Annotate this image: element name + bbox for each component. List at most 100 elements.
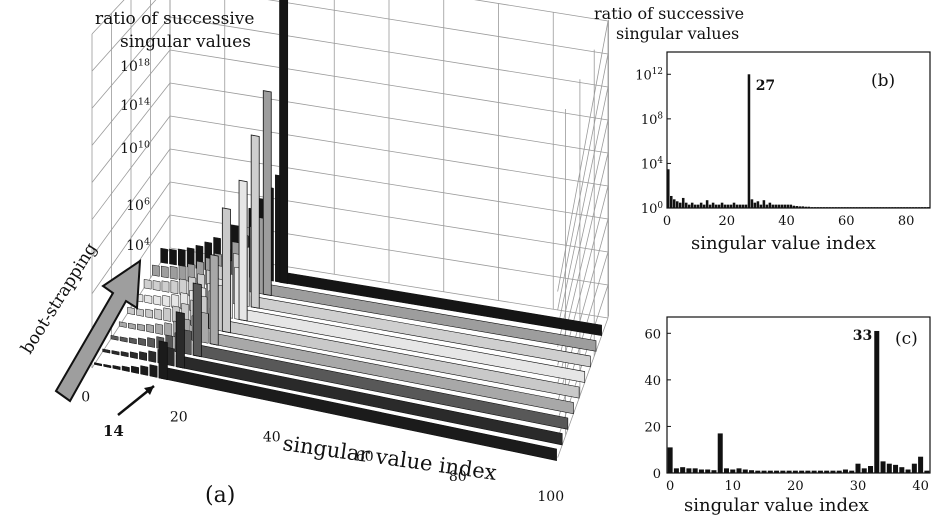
panel-c-x-ticks: 0 10 20 30 40 xyxy=(666,479,929,494)
peak-bar xyxy=(175,311,185,369)
y-tick-label: 60 xyxy=(644,327,661,342)
bar xyxy=(783,204,787,208)
bar xyxy=(200,311,209,344)
bar xyxy=(94,362,102,367)
bar xyxy=(711,470,717,473)
bar xyxy=(149,364,158,378)
series-row xyxy=(102,311,563,446)
bar xyxy=(672,199,676,208)
bar xyxy=(786,470,792,473)
bar xyxy=(874,330,880,473)
bar xyxy=(774,204,778,208)
x-tick-label: 60 xyxy=(838,214,855,229)
bar xyxy=(753,202,757,208)
marker-14: 14 xyxy=(103,385,155,440)
bar xyxy=(761,470,767,473)
bar xyxy=(675,201,679,208)
bar xyxy=(903,207,906,208)
bar xyxy=(131,365,139,374)
y-tick-label: 106 xyxy=(126,196,150,214)
panel-a-y-axis-title-line2: singular values xyxy=(120,32,251,52)
bar xyxy=(170,279,179,295)
bar xyxy=(686,468,692,473)
y-tick-label: 40 xyxy=(644,374,661,389)
bar xyxy=(891,207,894,208)
x-tick-label: 40 xyxy=(263,429,281,445)
grid-line xyxy=(557,185,609,384)
bar xyxy=(152,264,160,277)
bar xyxy=(161,280,170,293)
bar xyxy=(717,204,721,208)
bar xyxy=(681,197,685,208)
bar xyxy=(836,470,842,473)
bar xyxy=(708,204,712,208)
x-tick-label: 30 xyxy=(850,479,867,494)
panel-c-frame xyxy=(666,316,931,474)
bootstrapping-arrow: boot-strapping xyxy=(17,239,142,403)
bar xyxy=(811,470,817,473)
bar xyxy=(730,469,736,473)
marker-14-label: 14 xyxy=(103,422,124,440)
bar xyxy=(759,204,763,208)
bar xyxy=(741,204,745,208)
bar xyxy=(711,202,715,208)
bar xyxy=(680,467,686,473)
bar xyxy=(831,207,834,208)
bar xyxy=(729,204,733,208)
bar xyxy=(669,195,673,208)
bar xyxy=(111,350,120,356)
grid-line xyxy=(474,0,609,22)
bar xyxy=(163,307,172,322)
grid-line xyxy=(169,148,609,220)
bar xyxy=(842,469,848,473)
panel-a: 104 106 1010 1014 1018 0 20 40 60 80 100 ratio of… xyxy=(17,0,609,508)
bar xyxy=(696,204,700,208)
bar xyxy=(137,323,145,332)
bar xyxy=(678,202,682,208)
bar xyxy=(128,337,137,345)
bar xyxy=(684,202,688,208)
x-tick-label: 80 xyxy=(898,214,915,229)
bar xyxy=(747,74,751,209)
panel-b-x-axis-title: singular value index xyxy=(691,233,876,254)
bar xyxy=(924,470,930,473)
y-tick-label: 108 xyxy=(641,112,664,128)
x-tick-label: 20 xyxy=(170,409,188,425)
bar xyxy=(692,468,698,473)
bar xyxy=(720,202,724,208)
bar xyxy=(817,470,823,473)
bar xyxy=(147,337,156,348)
bar xyxy=(143,279,152,290)
panel-a-label: (a) xyxy=(205,483,235,508)
bar xyxy=(119,336,128,343)
panel-b-bars xyxy=(667,74,930,209)
bar xyxy=(798,206,802,208)
bar xyxy=(805,470,811,473)
bar xyxy=(771,204,775,208)
bar xyxy=(799,470,805,473)
y-tick-label: 1012 xyxy=(635,67,663,83)
bar xyxy=(855,207,858,208)
bar xyxy=(742,469,748,473)
bar xyxy=(128,322,136,330)
y-tick-label: 100 xyxy=(641,201,664,217)
bar xyxy=(693,204,697,208)
bar xyxy=(118,321,127,328)
bar xyxy=(816,207,819,208)
bar xyxy=(824,470,830,473)
panel-b: ratio of successive singular values 1001… xyxy=(594,4,931,254)
panel-b-y-axis-title-line2: singular values xyxy=(616,24,739,43)
bar xyxy=(918,456,924,473)
x-tick-label: 20 xyxy=(718,214,735,229)
bar xyxy=(768,202,772,208)
bar xyxy=(145,308,154,319)
bar xyxy=(858,207,861,208)
bar xyxy=(882,207,885,208)
bar xyxy=(780,204,784,208)
bar xyxy=(876,207,879,208)
bar xyxy=(849,207,852,208)
bar xyxy=(906,207,909,208)
bar xyxy=(667,169,670,208)
grid-line xyxy=(557,53,609,311)
